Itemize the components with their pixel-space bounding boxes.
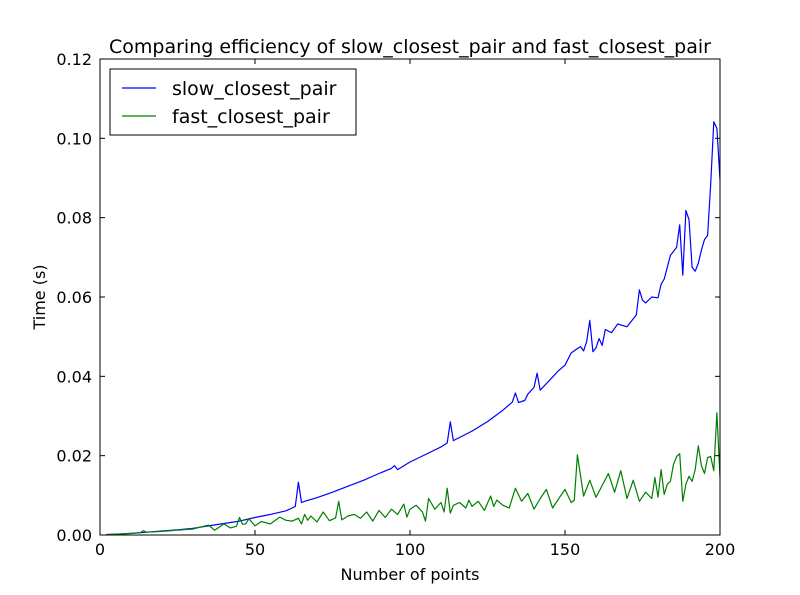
series-layer: [106, 121, 721, 536]
y-tick-label: 0.08: [56, 209, 92, 228]
y-tick-label: 0.02: [56, 447, 92, 466]
series-line-fast-closest-pair: [106, 412, 721, 536]
x-tick-label: 150: [550, 540, 581, 559]
x-tick-label: 0: [95, 540, 105, 559]
legend: slow_closest_pair fast_closest_pair: [109, 68, 357, 136]
y-tick-label: 0.12: [56, 50, 92, 69]
ticks-layer: 0 50 100 150 200 0.00 0.02 0.04 0.06 0.08 0.10 0.12: [56, 50, 735, 559]
y-tick-label: 0.06: [56, 288, 92, 307]
y-tick-label: 0.00: [56, 526, 92, 545]
legend-label: slow_closest_pair: [172, 78, 337, 100]
y-axis-title: Time (s): [30, 264, 49, 330]
x-axis-title: Number of points: [340, 565, 479, 584]
x-tick-label: 50: [245, 540, 265, 559]
y-tick-label: 0.10: [56, 129, 92, 148]
x-tick-label: 100: [395, 540, 426, 559]
legend-label: fast_closest_pair: [172, 106, 330, 128]
y-tick-label: 0.04: [56, 367, 92, 386]
legend-box: [109, 68, 357, 136]
x-tick-label: 200: [705, 540, 736, 559]
chart-title: Comparing efficiency of slow_closest_pai…: [109, 36, 711, 58]
series-line-slow-closest-pair: [106, 121, 721, 536]
